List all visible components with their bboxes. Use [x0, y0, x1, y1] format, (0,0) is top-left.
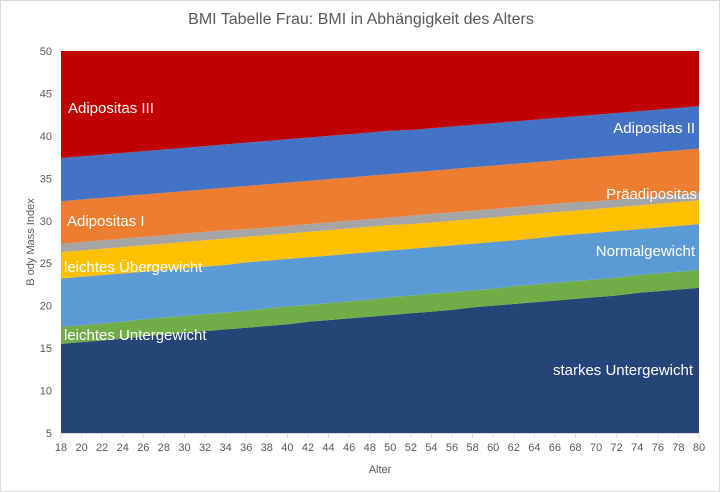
area-band-2 — [61, 224, 699, 327]
x-tick-label: 34 — [220, 442, 232, 454]
x-tick-label: 46 — [343, 442, 355, 454]
y-tick-label: 25 — [40, 258, 52, 270]
x-tick-label: 66 — [549, 442, 561, 454]
area-band-3 — [61, 200, 699, 279]
area-band-7 — [61, 51, 699, 158]
x-tick-label: 68 — [569, 442, 581, 454]
x-tick-label: 30 — [178, 442, 190, 454]
area-band-6 — [61, 106, 699, 202]
y-tick-label: 50 — [40, 46, 52, 58]
x-tick-label: 64 — [528, 442, 540, 454]
x-tick-label: 32 — [199, 442, 211, 454]
area-band-5 — [61, 148, 699, 244]
x-tick-label: 38 — [261, 442, 273, 454]
y-tick-label: 30 — [40, 216, 52, 228]
y-tick-label: 45 — [40, 88, 52, 100]
y-tick-label: 40 — [40, 131, 52, 143]
x-tick-label: 56 — [446, 442, 458, 454]
x-tick-label: 24 — [117, 442, 129, 454]
y-tick-label: 10 — [40, 386, 52, 398]
x-tick-label: 44 — [322, 442, 334, 454]
x-tick-label: 78 — [672, 442, 684, 454]
x-tick-label: 72 — [611, 442, 623, 454]
y-axis-title: B ody Mass Index — [25, 198, 37, 286]
x-tick-label: 18 — [55, 442, 67, 454]
area-band-4 — [61, 192, 699, 253]
x-axis-title: Alter — [369, 464, 392, 476]
x-tick-label: 40 — [281, 442, 293, 454]
x-tick-label: 52 — [405, 442, 417, 454]
band-label-normalgewicht: Normalgewicht — [595, 243, 695, 260]
x-tick-label: 70 — [590, 442, 602, 454]
band-label-praeadipositas: Präadipositas — [606, 186, 697, 203]
x-tick-label: 60 — [487, 442, 499, 454]
x-tick-label: 20 — [75, 442, 87, 454]
x-tick-label: 58 — [466, 442, 478, 454]
x-tick-label: 50 — [384, 442, 396, 454]
x-tick-label: 76 — [652, 442, 664, 454]
chart-title: BMI Tabelle Frau: BMI in Abhängigkeit de… — [188, 11, 534, 28]
y-tick-label: 35 — [40, 173, 52, 185]
x-tick-label: 48 — [364, 442, 376, 454]
band-label-adipositas-3: Adipositas III — [68, 100, 154, 117]
x-tick-label: 54 — [425, 442, 437, 454]
y-tick-label: 20 — [40, 301, 52, 313]
x-tick-label: 36 — [240, 442, 252, 454]
x-tick-label: 74 — [631, 442, 643, 454]
y-tick-label: 5 — [46, 428, 52, 440]
x-tick-label: 80 — [693, 442, 705, 454]
x-tick-label: 22 — [96, 442, 108, 454]
area-band-0 — [61, 287, 699, 433]
band-label-starkes-untergewicht: starkes Untergewicht — [552, 362, 693, 379]
x-tick-label: 42 — [302, 442, 314, 454]
band-label-leichtes-untergewicht: leichtes Untergewicht — [64, 327, 207, 344]
band-label-adipositas-2: Adipositas II — [613, 120, 695, 137]
x-tick-label: 28 — [158, 442, 170, 454]
x-tick-label: 62 — [508, 442, 520, 454]
y-tick-label: 15 — [40, 343, 52, 355]
band-label-leichtes-uebergewicht: leichtes Übergewicht — [64, 259, 203, 276]
x-tick-label: 26 — [137, 442, 149, 454]
band-label-adipositas-1: Adipositas I — [67, 213, 145, 230]
area-band-1 — [61, 270, 699, 344]
